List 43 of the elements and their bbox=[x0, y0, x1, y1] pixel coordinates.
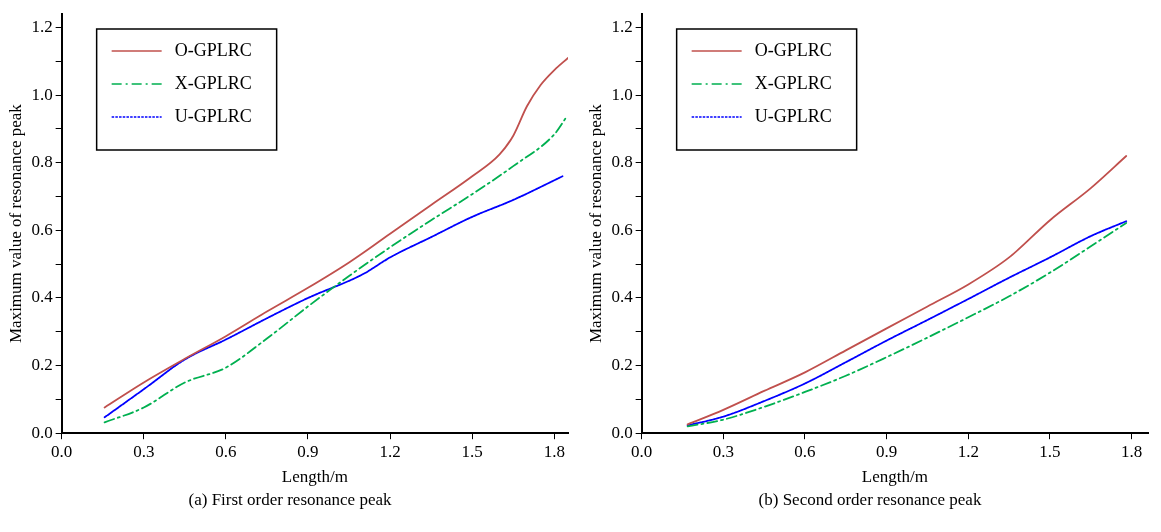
legend-label: U-GPLRC bbox=[754, 105, 832, 126]
legend-label: U-GPLRC bbox=[174, 105, 252, 126]
text: (b) Second order resonance peak bbox=[758, 490, 982, 510]
y-tick-label: 1.2 bbox=[611, 16, 633, 36]
legend-label: X-GPLRC bbox=[754, 72, 832, 93]
y-tick-label: 1.2 bbox=[31, 16, 53, 36]
y-tick-label: 0.6 bbox=[31, 219, 53, 239]
y-tick-label: 0.8 bbox=[31, 152, 53, 172]
x-axis-title: Length/m bbox=[861, 467, 928, 487]
x-tick-label: 0.6 bbox=[794, 441, 816, 461]
y-tick-label: 0.4 bbox=[611, 287, 634, 307]
x-tick-label: 0.3 bbox=[712, 441, 734, 461]
y-tick-label: 0.0 bbox=[611, 422, 633, 442]
line-series bbox=[686, 155, 1128, 426]
text: (a) First order resonance peak bbox=[188, 490, 392, 510]
x-tick-label: 0.0 bbox=[51, 441, 73, 461]
y-tick-label: 0.4 bbox=[31, 287, 54, 307]
legend-label: O-GPLRC bbox=[174, 39, 252, 60]
y-tick-label: 0.6 bbox=[611, 219, 633, 239]
legend-label: O-GPLRC bbox=[754, 39, 832, 60]
y-tick-label: 0.2 bbox=[31, 355, 53, 375]
y-tick-label: 0.0 bbox=[31, 422, 53, 442]
x-tick-label: 0.3 bbox=[133, 441, 155, 461]
x-tick-label: 1.5 bbox=[461, 441, 483, 461]
y-axis-title: Maximum value of resonance peak bbox=[5, 103, 25, 344]
x-tick-label: 1.2 bbox=[379, 441, 401, 461]
x-tick-label: 0.0 bbox=[631, 441, 653, 461]
y-tick-label: 0.8 bbox=[611, 152, 633, 172]
x-tick-label: 0.9 bbox=[876, 441, 898, 461]
y-tick-label: 1.0 bbox=[31, 84, 53, 104]
x-tick-label: 1.2 bbox=[957, 441, 979, 461]
x-tick-label: 1.5 bbox=[1039, 441, 1061, 461]
line-series bbox=[103, 57, 568, 409]
x-tick-label: 0.9 bbox=[297, 441, 319, 461]
x-axis-title: Length/m bbox=[281, 467, 348, 487]
legend-label: X-GPLRC bbox=[174, 72, 252, 93]
x-tick-label: 1.8 bbox=[1121, 441, 1143, 461]
y-tick-label: 0.2 bbox=[611, 355, 633, 375]
line-series bbox=[103, 175, 564, 419]
y-axis-title: Maximum value of resonance peak bbox=[585, 103, 605, 344]
x-tick-label: 1.8 bbox=[543, 441, 565, 461]
y-tick-label: 1.0 bbox=[611, 84, 633, 104]
x-tick-label: 0.6 bbox=[215, 441, 237, 461]
